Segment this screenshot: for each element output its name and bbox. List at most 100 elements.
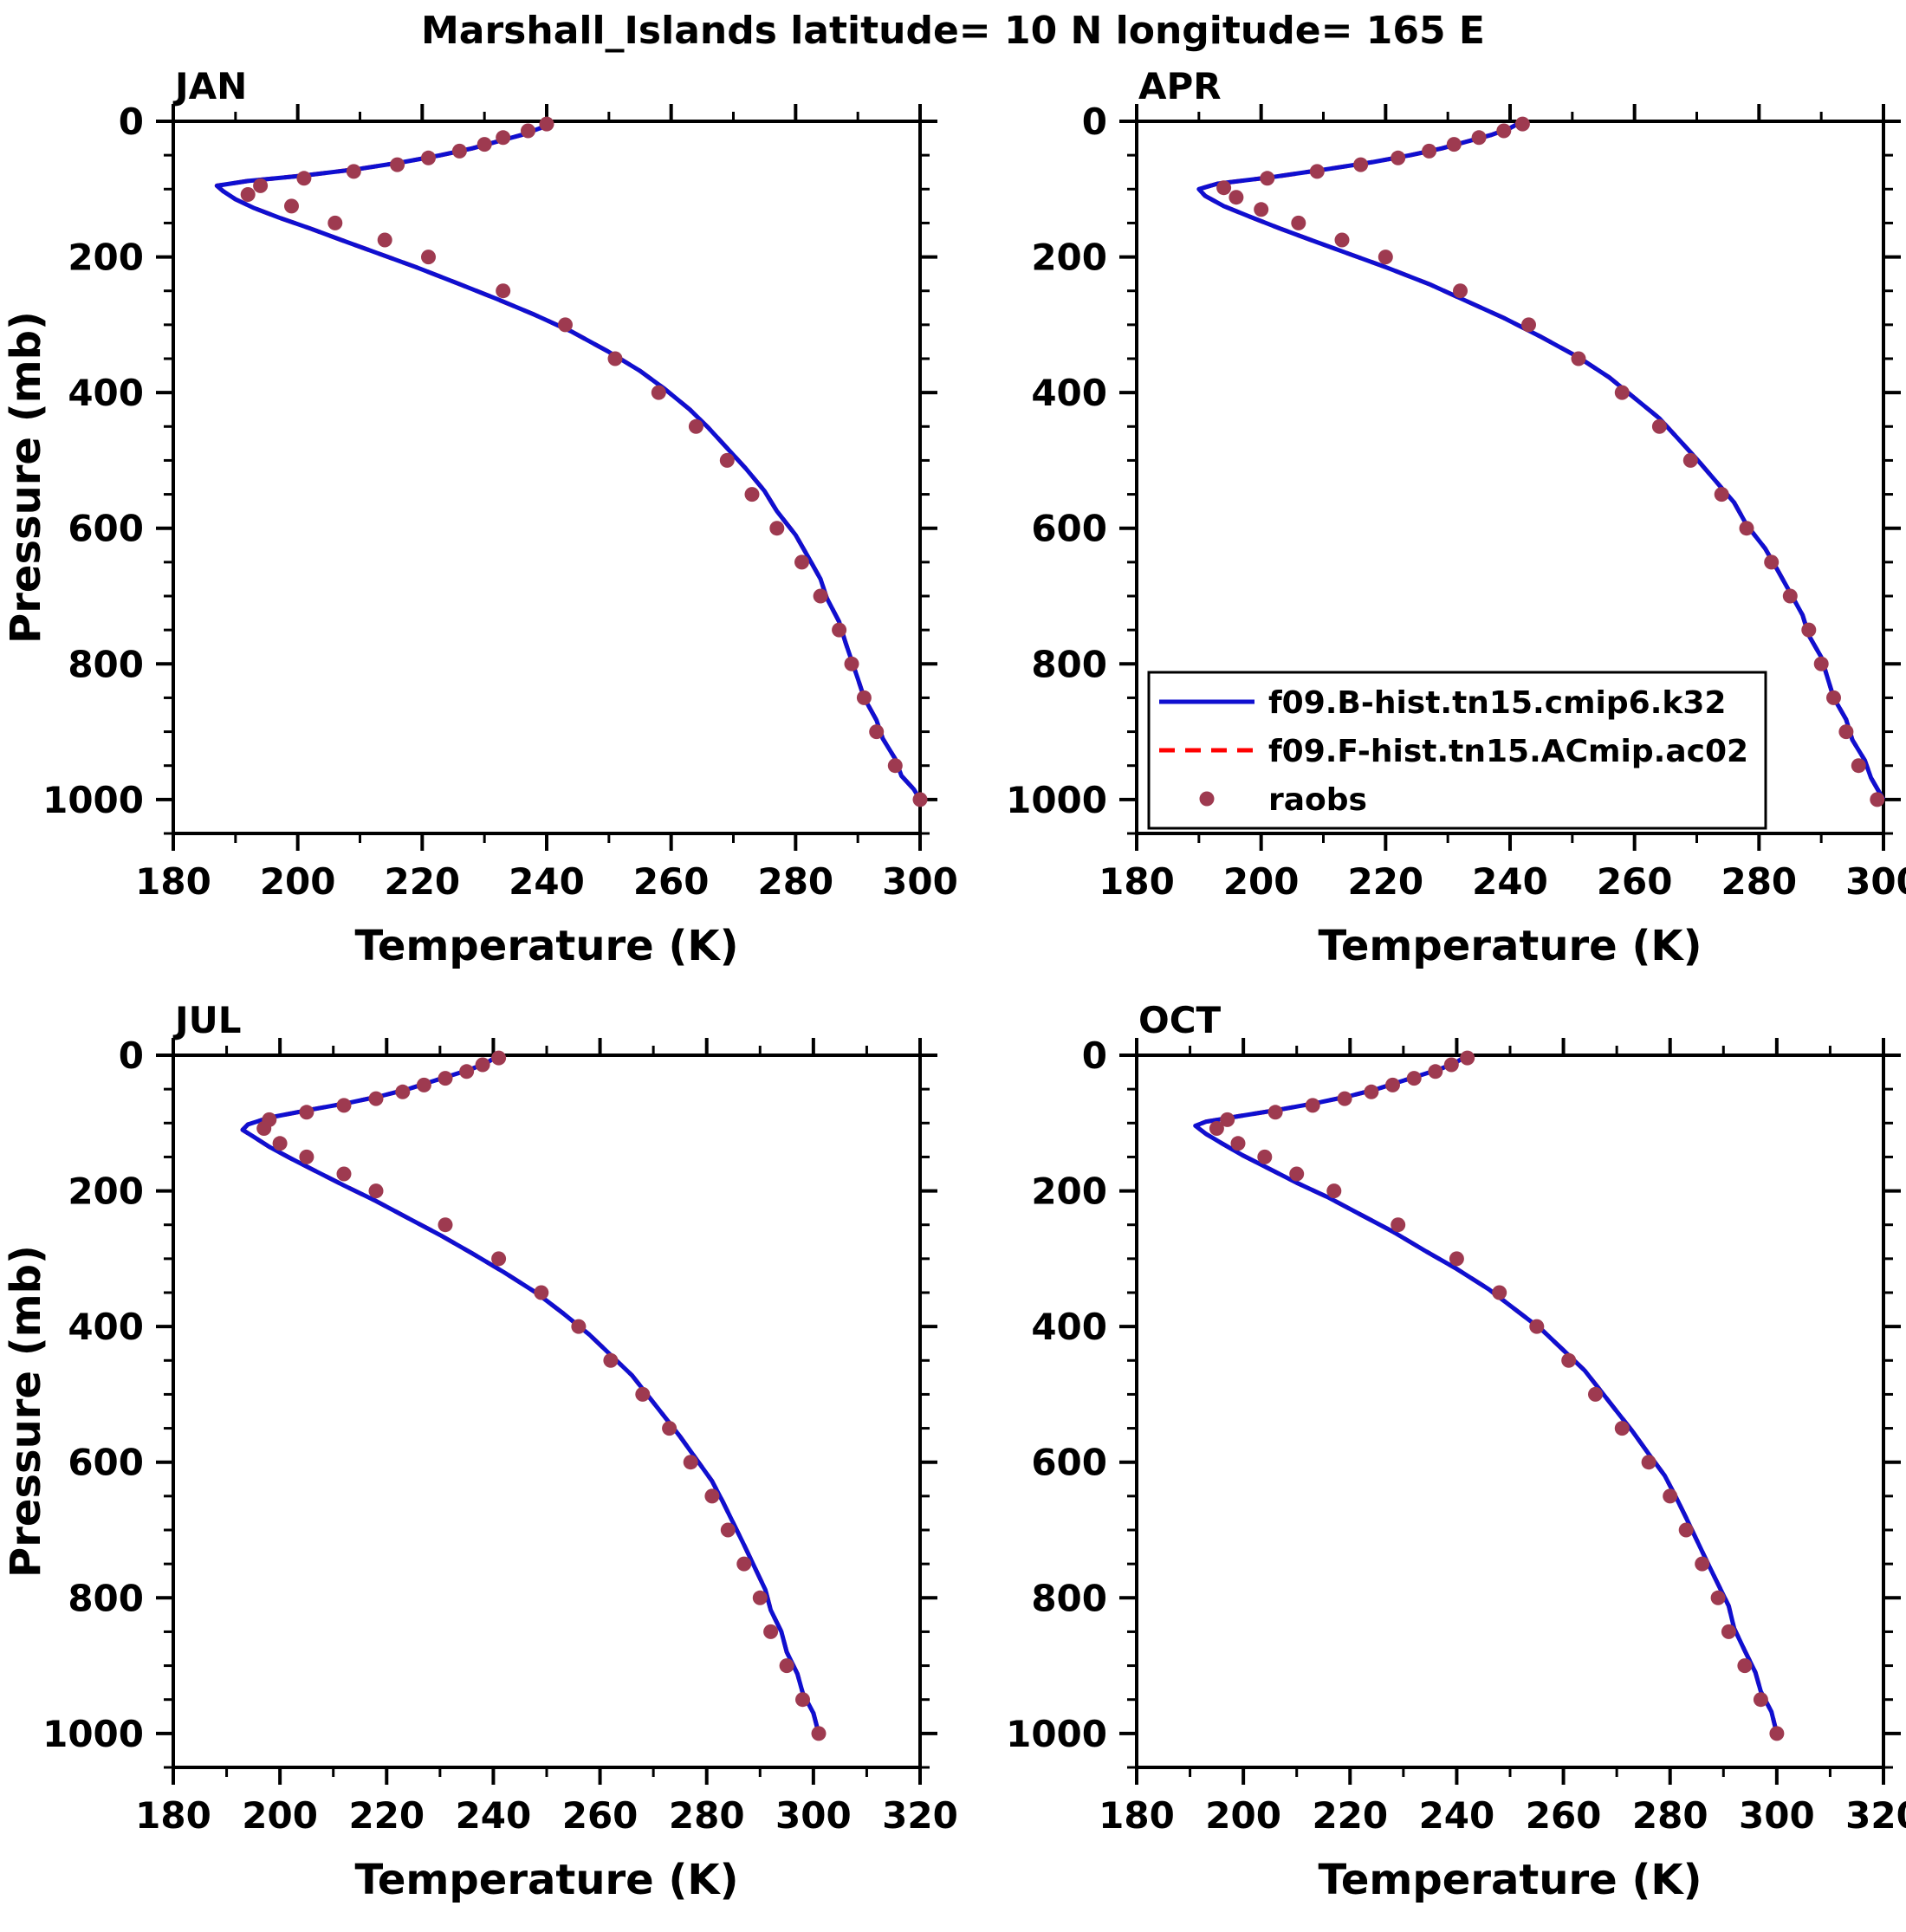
raobs-point bbox=[558, 317, 573, 333]
raobs-point bbox=[1254, 202, 1269, 217]
y-tick-label: 0 bbox=[119, 1034, 144, 1077]
y-tick-label: 400 bbox=[68, 1306, 144, 1348]
x-tick-label: 300 bbox=[1845, 860, 1906, 903]
raobs-point bbox=[1220, 1112, 1235, 1127]
raobs-point bbox=[475, 1057, 490, 1073]
raobs-point bbox=[377, 232, 392, 248]
raobs-point bbox=[832, 622, 847, 638]
panel-title: OCT bbox=[1138, 999, 1222, 1041]
panel-jul: 180 200 220 240 260 280 300 320 0 200 400 600 800 100… bbox=[2, 999, 958, 1904]
raobs-point bbox=[451, 143, 467, 159]
x-tick-label: 280 bbox=[757, 860, 833, 903]
raobs-point bbox=[1651, 418, 1667, 434]
raobs-point bbox=[1678, 1522, 1694, 1538]
panel-oct: 180 200 220 240 260 280 300 320 0 200 400 600 800 100… bbox=[1006, 999, 1906, 1904]
y-tick-label: 0 bbox=[1082, 100, 1107, 143]
x-tick-label: 300 bbox=[775, 1794, 852, 1837]
raobs-point bbox=[1514, 116, 1530, 132]
series-line-f09-f-hist bbox=[1193, 1053, 1780, 1734]
panel-jan: 180 200 220 240 260 280 300 0 200 400 600 800 1000 JA… bbox=[2, 65, 958, 970]
raobs-point bbox=[1460, 1050, 1475, 1066]
raobs-point bbox=[1737, 1658, 1753, 1674]
raobs-point bbox=[1870, 792, 1885, 807]
y-tick-label: 400 bbox=[68, 372, 144, 414]
panel-title: JAN bbox=[172, 65, 247, 107]
raobs-point bbox=[1378, 250, 1393, 265]
legend-label: f09.F-hist.tn15.ACmip.ac02 bbox=[1268, 734, 1748, 769]
raobs-point bbox=[521, 123, 535, 139]
raobs-point bbox=[421, 250, 436, 265]
raobs-point bbox=[763, 1624, 779, 1639]
series-line-f09-f-hist bbox=[240, 1053, 821, 1734]
raobs-point bbox=[299, 1105, 314, 1120]
raobs-point bbox=[1385, 1077, 1400, 1092]
panel-title: APR bbox=[1138, 65, 1222, 107]
raobs-point bbox=[651, 385, 666, 400]
raobs-point bbox=[1406, 1071, 1422, 1086]
raobs-point bbox=[794, 554, 809, 570]
raobs-point bbox=[1588, 1386, 1603, 1402]
raobs-point bbox=[336, 1098, 352, 1113]
y-tick-label: 0 bbox=[1082, 1034, 1107, 1077]
raobs-point bbox=[1229, 190, 1244, 205]
y-tick-label: 200 bbox=[68, 1170, 144, 1213]
y-tick-label: 0 bbox=[119, 100, 144, 143]
main-title: Marshall_Islands latitude= 10 N longitud… bbox=[421, 9, 1485, 53]
raobs-point bbox=[491, 1050, 507, 1066]
raobs-point bbox=[1216, 180, 1232, 196]
x-tick-label: 180 bbox=[1099, 1794, 1175, 1837]
raobs-point bbox=[704, 1488, 720, 1504]
x-axis-title: Temperature (K) bbox=[354, 1856, 738, 1904]
y-tick-label: 1000 bbox=[1006, 779, 1107, 821]
raobs-point bbox=[368, 1183, 384, 1199]
raobs-point bbox=[736, 1556, 752, 1572]
raobs-point bbox=[1446, 137, 1462, 152]
panel-apr: 180 200 220 240 260 280 300 0 200 400 600 800 1000 AP… bbox=[1006, 65, 1906, 970]
raobs-point bbox=[1838, 724, 1854, 740]
raobs-point bbox=[1471, 130, 1487, 146]
y-tick-label: 600 bbox=[68, 1442, 144, 1484]
series-line-f09-b-hist bbox=[1193, 1053, 1780, 1734]
x-axis-title: Temperature (K) bbox=[1318, 922, 1702, 970]
raobs-point bbox=[1521, 317, 1536, 333]
raobs-point bbox=[856, 690, 872, 705]
y-axis-title: Pressure (mb) bbox=[2, 311, 50, 644]
raobs-point bbox=[912, 792, 928, 807]
raobs-point bbox=[1443, 1057, 1459, 1073]
y-tick-label: 600 bbox=[68, 508, 144, 550]
raobs-point bbox=[1710, 1590, 1726, 1605]
raobs-point bbox=[1334, 232, 1350, 248]
plot-frame bbox=[172, 120, 922, 835]
x-tick-label: 180 bbox=[135, 1794, 211, 1837]
raobs-point bbox=[296, 171, 312, 186]
x-tick-label: 240 bbox=[1419, 1794, 1495, 1837]
x-tick-label: 300 bbox=[882, 860, 958, 903]
raobs-point bbox=[240, 187, 256, 202]
raobs-point bbox=[1714, 487, 1729, 502]
y-tick-label: 400 bbox=[1031, 1306, 1107, 1348]
raobs-point bbox=[795, 1692, 810, 1708]
raobs-point bbox=[1641, 1455, 1656, 1470]
raobs-point bbox=[1663, 1488, 1678, 1504]
x-tick-label: 220 bbox=[384, 860, 460, 903]
raobs-point bbox=[844, 656, 859, 671]
x-tick-label: 240 bbox=[1472, 860, 1548, 903]
series-line-f09-f-hist bbox=[214, 119, 923, 801]
y-tick-label: 400 bbox=[1031, 372, 1107, 414]
y-tick-label: 800 bbox=[1031, 643, 1107, 685]
raobs-point bbox=[421, 150, 436, 165]
raobs-point bbox=[395, 1084, 411, 1099]
y-tick-label: 200 bbox=[1031, 237, 1107, 279]
raobs-point bbox=[769, 521, 785, 536]
legend-swatch-dot-icon bbox=[1199, 791, 1215, 807]
raobs-point bbox=[491, 1251, 507, 1267]
y-tick-label: 200 bbox=[68, 237, 144, 279]
x-tick-label: 200 bbox=[260, 860, 336, 903]
x-tick-label: 320 bbox=[1845, 1794, 1906, 1837]
raobs-point bbox=[1769, 1726, 1785, 1741]
x-tick-label: 180 bbox=[1099, 860, 1175, 903]
raobs-point bbox=[635, 1386, 651, 1402]
raobs-point bbox=[1492, 1285, 1507, 1300]
